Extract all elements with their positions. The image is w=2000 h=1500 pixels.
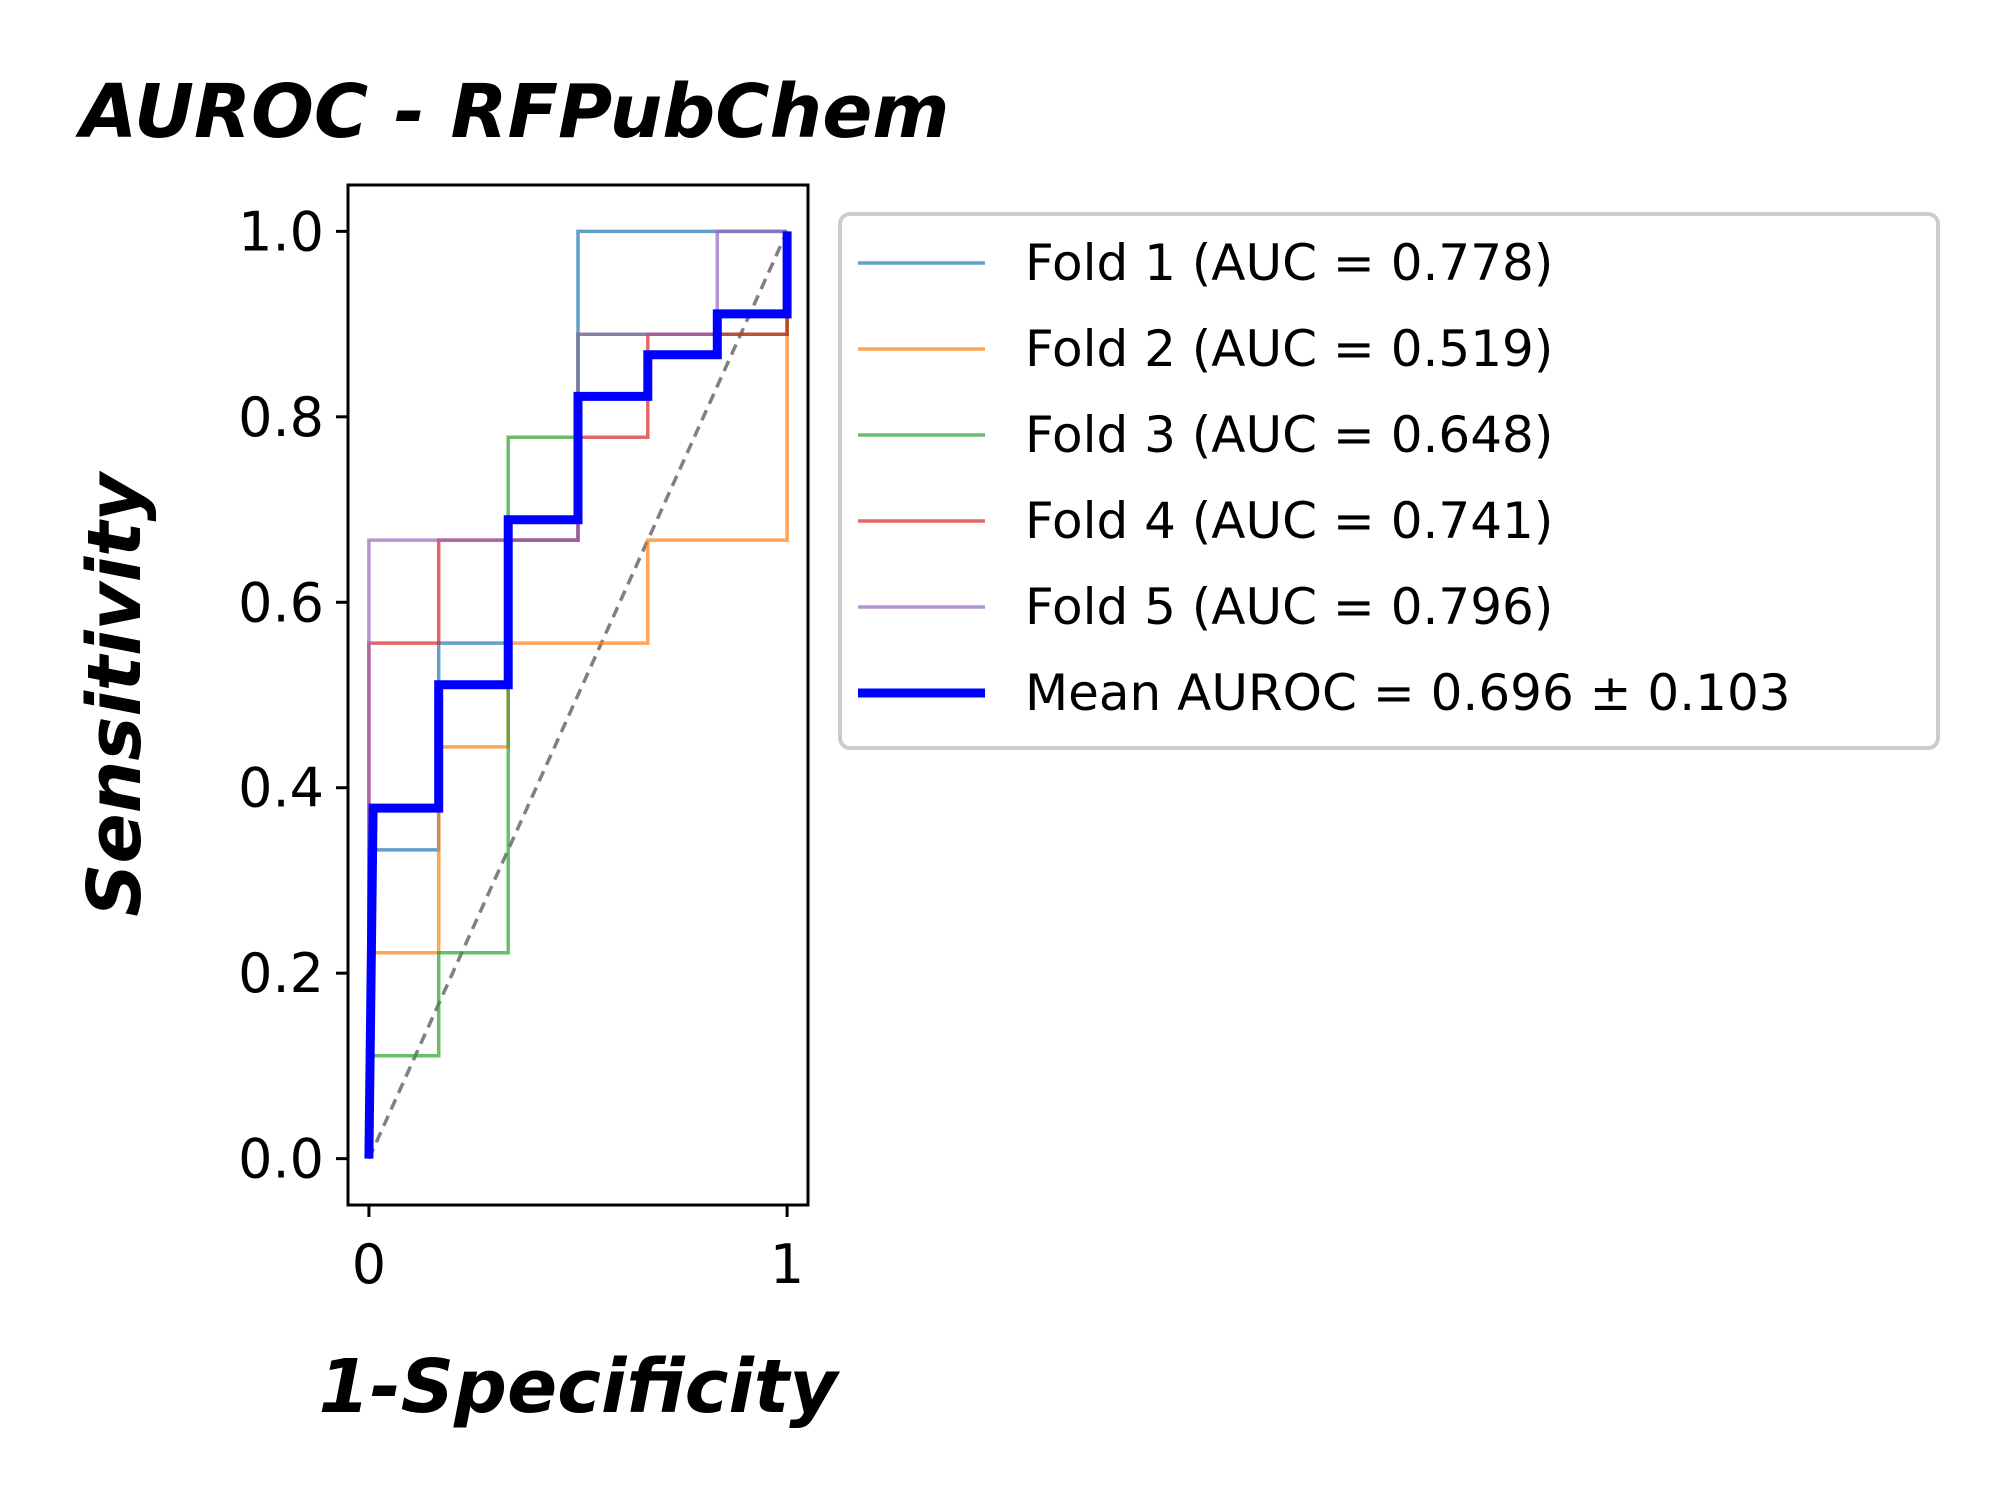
y-tick-label: 1.0 [238, 200, 324, 263]
plot-area [364, 229, 792, 1160]
mean-roc-line [364, 231, 792, 1159]
y-tick-label: 0.6 [238, 571, 324, 634]
legend-label-fold-3: Fold 3 (AUC = 0.648) [1025, 406, 1553, 464]
legend-label-fold-2: Fold 2 (AUC = 0.519) [1025, 320, 1553, 378]
y-tick-label: 0.2 [238, 942, 324, 1005]
legend-label-fold-5: Fold 5 (AUC = 0.796) [1025, 578, 1553, 636]
y-axis-label: Sensitivity [72, 470, 158, 916]
legend-label-fold-1: Fold 1 (AUC = 0.778) [1025, 234, 1553, 292]
y-axis: 0.0 0.2 0.4 0.6 0.8 1.0 [238, 200, 348, 1191]
legend-label-fold-4: Fold 4 (AUC = 0.741) [1025, 492, 1553, 550]
x-tick-label: 0 [352, 1233, 386, 1296]
x-axis-label: 1-Specificity [319, 1344, 841, 1430]
legend: Fold 1 (AUC = 0.778) Fold 2 (AUC = 0.519)… [838, 212, 1940, 750]
y-tick-label: 0.0 [238, 1128, 324, 1191]
fold-5-roc-line [367, 229, 788, 1159]
legend-label-mean: Mean AUROC = 0.696 ± 0.103 [1025, 664, 1791, 722]
y-tick-label: 0.4 [238, 757, 324, 820]
x-tick-label: 1 [770, 1233, 804, 1296]
plot-frame [346, 183, 810, 1207]
chart-title: AUROC - RFPubChem [75, 69, 950, 155]
y-tick-label: 0.8 [238, 386, 324, 449]
legend-box [838, 212, 1940, 750]
